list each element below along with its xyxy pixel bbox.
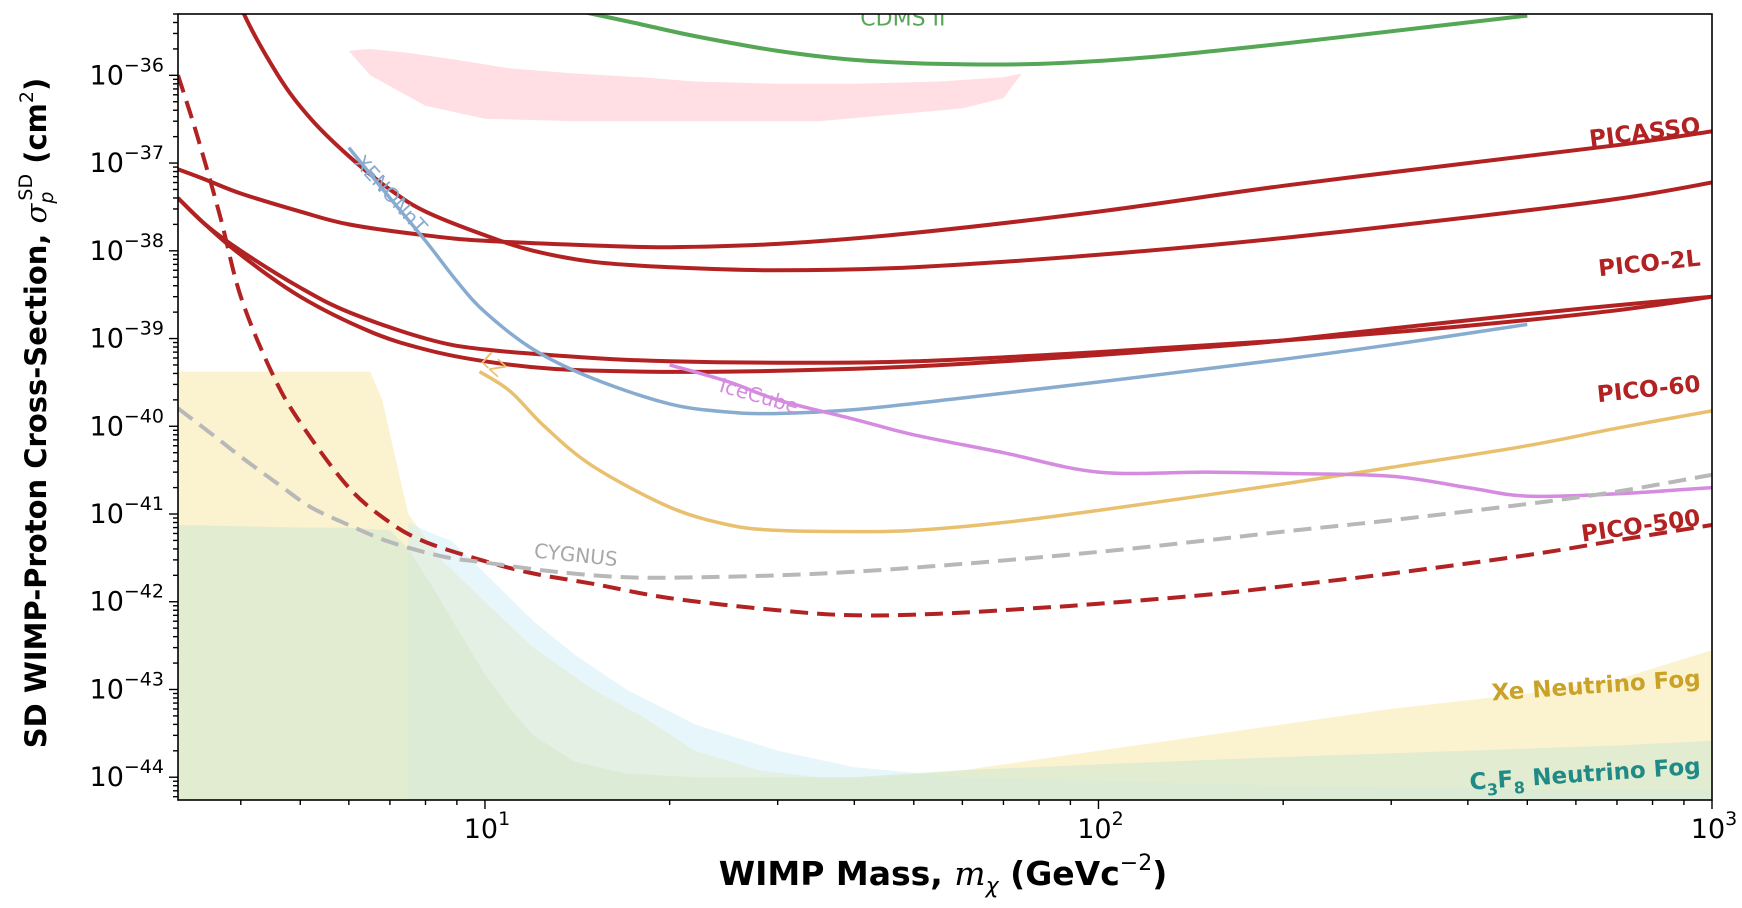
label-cygnus: CYGNUS	[533, 539, 619, 572]
label-pico-60: PICO-60	[1596, 371, 1702, 408]
x-tick-label: 102	[1077, 808, 1123, 845]
x-tick-label: 103	[1691, 808, 1737, 845]
y-tick-label: 10−42	[90, 581, 164, 618]
series-line-cygnus	[178, 406, 1712, 580]
y-tick-label: 10−37	[90, 142, 164, 179]
plot-frame	[177, 13, 1713, 801]
y-tick-label: 10−40	[90, 405, 164, 442]
series-line-pico-2l	[241, 14, 1712, 273]
y-tick-label: 10−36	[90, 54, 164, 91]
series-line-pico-2l-low	[178, 196, 1712, 365]
regions-layer	[178, 48, 1712, 800]
axis-ticks: 10−36 10−37 10−38 10−39 10−40 10−41 10−42 10−43…	[90, 13, 1737, 845]
series-line-cdms-ii	[583, 14, 1528, 67]
series-line-lz	[478, 370, 1712, 534]
label-cdms-ii: CDMS II	[860, 6, 945, 31]
series-line-xenonnt	[347, 146, 1528, 416]
series-layer	[178, 14, 1712, 618]
y-tick-label: 10−39	[90, 318, 164, 355]
x-axis-label: WIMP Mass, mχ (GeVc−2)	[719, 851, 1168, 899]
y-tick-label: 10−41	[90, 493, 164, 530]
series-line-picasso	[178, 129, 1712, 250]
series-line-icecube	[669, 363, 1712, 499]
label-pico-500: PICO-500	[1580, 505, 1702, 547]
region-dama-region	[348, 48, 1022, 122]
series-line-pico-60	[178, 196, 1712, 374]
y-tick-label: 10−44	[90, 756, 164, 793]
y-tick-label: 10−38	[90, 230, 164, 267]
y-axis-label: SD WIMP-Proton Cross-Section, σpSD (cm2)	[15, 78, 58, 748]
y-tick-label: 10−43	[90, 668, 164, 705]
label-picasso: PICASSO	[1588, 113, 1702, 152]
label-pico-2l: PICO-2L	[1597, 246, 1702, 283]
x-tick-label: 101	[464, 808, 510, 845]
series-line-pico-500	[178, 74, 1712, 618]
region-c3f8-neutrino-fog	[178, 525, 1712, 800]
